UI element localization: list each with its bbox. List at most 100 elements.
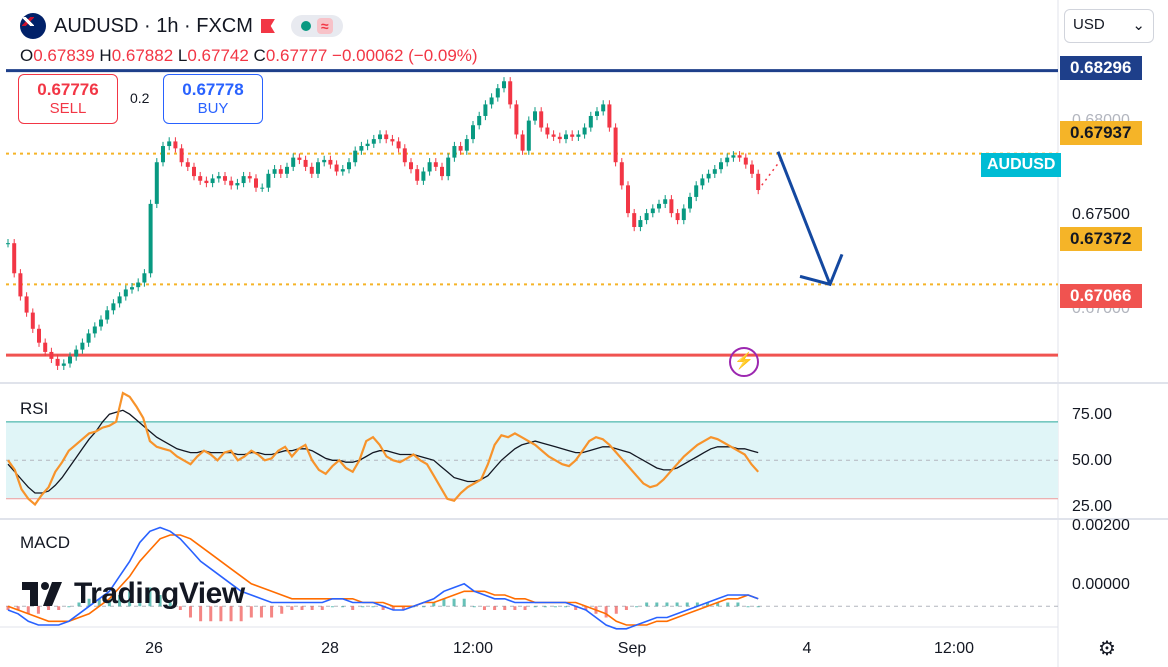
candle-body (142, 273, 147, 283)
macd-histogram-bar (219, 606, 223, 622)
candle-body (74, 349, 79, 357)
candle-body (322, 159, 327, 163)
settings-icon[interactable]: ⚙ (1098, 638, 1116, 660)
candle-body (514, 104, 519, 135)
price-tag-068296[interactable]: 0.68296 (1060, 56, 1142, 80)
candle-body (216, 176, 221, 179)
rsi-band (6, 421, 1058, 499)
macd-histogram-bar (229, 606, 233, 622)
high-label: H (99, 46, 112, 65)
candle-body (235, 183, 240, 186)
candle-body (12, 243, 17, 274)
currency-select[interactable]: USD ⌄ (1064, 9, 1154, 43)
buy-label: BUY (197, 100, 229, 117)
candle-body (756, 173, 761, 190)
chevron-down-icon: ⌄ (1132, 17, 1145, 34)
macd-histogram-bar (695, 602, 699, 607)
macd-line (7, 526, 759, 630)
candle-body (49, 351, 54, 359)
candle-body (700, 178, 705, 186)
macd-histogram-bar (148, 587, 152, 607)
candle-body (613, 127, 618, 163)
time-label-sep: Sep (617, 640, 647, 657)
macd-histogram-bar (736, 602, 740, 607)
candle-body (92, 326, 97, 334)
rsi-tick-25: 25.00 (1072, 498, 1113, 515)
macd-histogram-bar (553, 606, 557, 608)
sell-button[interactable]: 0.67776 SELL (18, 74, 118, 124)
candle-body (731, 155, 736, 158)
candle-body (154, 162, 159, 204)
macd-histogram-bar (87, 598, 91, 607)
candle-body (353, 150, 358, 163)
macd-histogram-bar (381, 606, 385, 610)
macd-panel-title[interactable]: MACD (20, 533, 71, 552)
candle-body (743, 157, 748, 165)
macd-histogram-bar (118, 595, 122, 607)
candle-body (508, 81, 513, 105)
candle-body (179, 148, 184, 163)
candle-body (576, 134, 581, 137)
macd-histogram-bar (107, 598, 111, 607)
macd-histogram-bar (47, 606, 51, 610)
candle-body (533, 111, 537, 121)
lightning-icon[interactable]: ⚡ (729, 347, 759, 377)
price-tag-067066[interactable]: 0.67066 (1060, 284, 1142, 308)
candle-body (650, 208, 655, 214)
macd-histogram-bar (422, 606, 426, 608)
macd-histogram-bar (716, 602, 720, 607)
candle-body (669, 199, 674, 214)
buy-button[interactable]: 0.67778 BUY (163, 74, 263, 124)
macd-histogram-bar (188, 606, 192, 618)
rsi-panel-title[interactable]: RSI (20, 399, 49, 418)
close-value: 0.67777 (265, 46, 328, 65)
market-status-pill[interactable]: ≈ (290, 15, 343, 37)
candle-body (545, 127, 550, 135)
candle-body (371, 139, 376, 144)
candle-body (502, 81, 506, 89)
macd-histogram-bar (199, 606, 203, 622)
macd-histogram-bar (158, 595, 162, 607)
close-label: C (253, 46, 266, 65)
macd-histogram-bar (432, 602, 436, 607)
candle-body (595, 111, 599, 116)
macd-histogram-bar (290, 606, 294, 610)
candle-body (551, 134, 556, 137)
candle-body (86, 333, 91, 343)
candle-body (433, 162, 438, 167)
candle-body (557, 136, 562, 140)
candle-body (117, 296, 122, 304)
open-label: O (20, 46, 34, 65)
candle-body (719, 162, 723, 170)
candle-body (105, 310, 110, 320)
macd-histogram-bar (341, 606, 345, 608)
candle-body (632, 213, 637, 228)
candle-body (694, 185, 699, 197)
candle-body (136, 282, 141, 288)
red-flag-icon[interactable] (260, 19, 275, 33)
candle-body (278, 169, 283, 174)
waves-icon: ≈ (316, 18, 333, 34)
candle-body (297, 157, 302, 160)
price-tag-067937[interactable]: 0.67937 (1060, 121, 1142, 145)
candle-body (30, 312, 35, 329)
change-value: −0.00062 (−0.09%) (332, 46, 478, 65)
candle-body (402, 148, 407, 163)
candle-body (80, 342, 85, 350)
low-label: L (177, 46, 188, 65)
macd-histogram-bar (361, 606, 365, 608)
macd-histogram-bar (493, 606, 497, 610)
macd-histogram-bar (574, 606, 578, 610)
candle-body (440, 166, 444, 177)
candle-body (495, 88, 500, 98)
candle-body (347, 162, 351, 170)
candle-body (427, 162, 432, 172)
candle-body (725, 157, 730, 163)
low-value: 0.67742 (187, 46, 249, 65)
price-tag-067372[interactable]: 0.67372 (1060, 227, 1142, 251)
candle-body (185, 162, 190, 167)
time-label-28: 28 (321, 640, 339, 657)
symbol-title[interactable]: AUDUSD · 1h · FXCM (54, 14, 253, 37)
candle-body (161, 146, 165, 163)
